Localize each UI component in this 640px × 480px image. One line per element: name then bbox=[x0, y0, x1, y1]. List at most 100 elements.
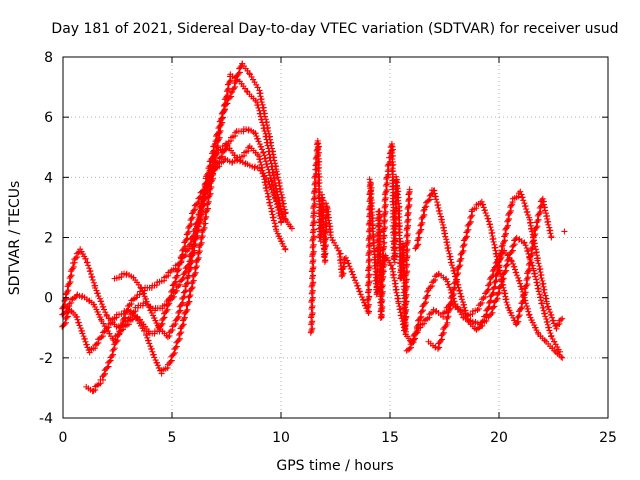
data-point bbox=[454, 271, 461, 278]
data-point bbox=[450, 290, 457, 297]
data-point bbox=[366, 286, 373, 293]
data-point bbox=[392, 286, 399, 293]
data-point bbox=[536, 266, 543, 273]
data-point bbox=[502, 232, 509, 239]
data-point bbox=[261, 155, 268, 162]
data-point bbox=[397, 275, 404, 282]
data-point bbox=[178, 301, 185, 308]
data-point bbox=[309, 318, 316, 325]
data-point bbox=[403, 276, 410, 283]
data-point bbox=[448, 298, 455, 305]
data-point bbox=[212, 138, 219, 145]
data-point bbox=[505, 256, 512, 263]
data-point bbox=[265, 127, 272, 134]
data-point bbox=[77, 325, 84, 332]
x-tick-label: 25 bbox=[599, 430, 617, 446]
data-point bbox=[381, 197, 388, 204]
data-point bbox=[462, 310, 469, 317]
data-point bbox=[172, 344, 179, 351]
data-point bbox=[404, 212, 411, 219]
data-point bbox=[421, 300, 428, 307]
data-point bbox=[446, 306, 453, 313]
data-point bbox=[80, 333, 87, 340]
data-point bbox=[384, 179, 391, 186]
data-point bbox=[205, 198, 212, 205]
data-point bbox=[439, 219, 446, 226]
data-point bbox=[440, 329, 447, 336]
data-point bbox=[358, 294, 365, 301]
data-point bbox=[378, 276, 385, 283]
data-point bbox=[489, 291, 496, 298]
data-point bbox=[153, 359, 160, 366]
data-point bbox=[424, 288, 431, 295]
data-point bbox=[323, 235, 330, 242]
data-point bbox=[316, 234, 323, 241]
data-point bbox=[437, 337, 444, 344]
data-point bbox=[405, 216, 412, 223]
data-point bbox=[237, 64, 244, 71]
data-point bbox=[309, 294, 316, 301]
data-point bbox=[396, 220, 403, 227]
data-point bbox=[177, 307, 184, 314]
data-point bbox=[310, 205, 317, 212]
data-point bbox=[370, 240, 377, 247]
data-point bbox=[111, 345, 118, 352]
data-point bbox=[197, 241, 204, 248]
data-point bbox=[504, 301, 511, 308]
data-point bbox=[416, 234, 423, 241]
data-point bbox=[459, 249, 466, 256]
data-point bbox=[463, 234, 470, 241]
data-point bbox=[188, 264, 195, 271]
data-point bbox=[461, 241, 468, 248]
data-point bbox=[336, 257, 343, 264]
data-point bbox=[409, 340, 416, 347]
data-point bbox=[539, 304, 546, 311]
data-point bbox=[447, 259, 454, 266]
data-point bbox=[381, 232, 388, 239]
data-point bbox=[513, 272, 520, 279]
data-point bbox=[391, 280, 398, 287]
data-point bbox=[399, 246, 406, 253]
data-point bbox=[516, 312, 523, 319]
data-point bbox=[465, 226, 472, 233]
data-point bbox=[451, 284, 458, 291]
data-point bbox=[69, 265, 76, 272]
data-point bbox=[524, 281, 531, 288]
data-point bbox=[201, 201, 208, 208]
data-point bbox=[104, 364, 111, 371]
data-point bbox=[194, 232, 201, 239]
data-point bbox=[79, 330, 86, 337]
data-point bbox=[267, 175, 274, 182]
data-point bbox=[382, 189, 389, 196]
data-point bbox=[188, 220, 195, 227]
data-point bbox=[256, 90, 263, 97]
data-point bbox=[266, 199, 273, 206]
data-point bbox=[497, 255, 504, 262]
data-point bbox=[418, 313, 425, 320]
chart-title: Day 181 of 2021, Sidereal Day-to-day VTE… bbox=[51, 21, 618, 37]
data-point bbox=[404, 237, 411, 244]
data-point bbox=[263, 119, 270, 126]
data-point bbox=[198, 211, 205, 218]
data-point bbox=[310, 210, 317, 217]
data-point bbox=[507, 209, 514, 216]
data-point bbox=[395, 197, 402, 204]
data-point bbox=[486, 221, 493, 228]
data-point bbox=[430, 187, 437, 194]
data-point bbox=[243, 88, 250, 95]
data-point bbox=[520, 292, 527, 299]
data-point bbox=[181, 245, 188, 252]
data-point bbox=[187, 241, 194, 248]
data-point bbox=[366, 293, 373, 300]
data-point bbox=[521, 200, 528, 207]
data-point bbox=[211, 142, 218, 149]
data-point bbox=[421, 204, 428, 211]
data-point bbox=[324, 208, 331, 215]
data-point bbox=[368, 209, 375, 216]
data-point bbox=[309, 325, 316, 332]
data-point bbox=[258, 99, 265, 106]
data-point bbox=[184, 306, 191, 313]
data-point bbox=[182, 314, 189, 321]
data-point bbox=[322, 257, 329, 264]
data-point bbox=[499, 247, 506, 254]
